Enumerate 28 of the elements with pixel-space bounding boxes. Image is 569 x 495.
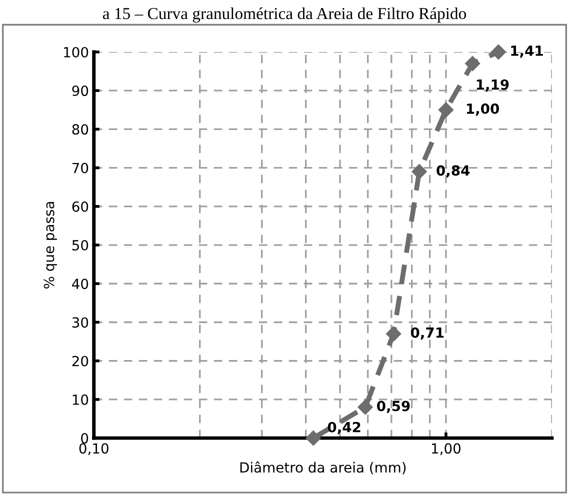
annotation: 1,19 — [476, 79, 509, 92]
chart-title: a 15 – Curva granulométrica da Areia de Filtro Rápido — [102, 7, 466, 23]
x-tick-label: 0,10 — [79, 443, 108, 456]
annotation: 0,71 — [410, 327, 444, 340]
y-tick-label: 100 — [64, 46, 88, 58]
point — [438, 102, 454, 118]
y-tick-label: 20 — [72, 356, 88, 366]
point — [358, 400, 373, 415]
y-axis-title: % que passa — [44, 202, 57, 289]
annotation: 0,84 — [436, 165, 470, 178]
x-axis-title: Diâmetro da areia (mm) — [240, 461, 406, 474]
point — [490, 44, 506, 60]
point — [412, 164, 427, 180]
y-tick-label: 30 — [72, 317, 88, 328]
y-tick-label: 60 — [72, 201, 88, 212]
point — [386, 326, 402, 342]
y-tick-label: 80 — [72, 124, 88, 135]
y-tick-label: 70 — [72, 162, 88, 174]
y-tick-label: 10 — [72, 394, 88, 405]
y-tick-label: 50 — [72, 240, 88, 250]
annotation: 0,42 — [328, 422, 360, 434]
annotation: 1,41 — [511, 46, 543, 58]
y-tick-label: 40 — [72, 278, 88, 290]
annotation: 0,59 — [377, 400, 410, 413]
y-tick-label: 90 — [72, 86, 88, 96]
annotation: 1,00 — [466, 103, 499, 116]
y-tick-label: 0 — [81, 433, 88, 444]
point — [464, 56, 480, 72]
